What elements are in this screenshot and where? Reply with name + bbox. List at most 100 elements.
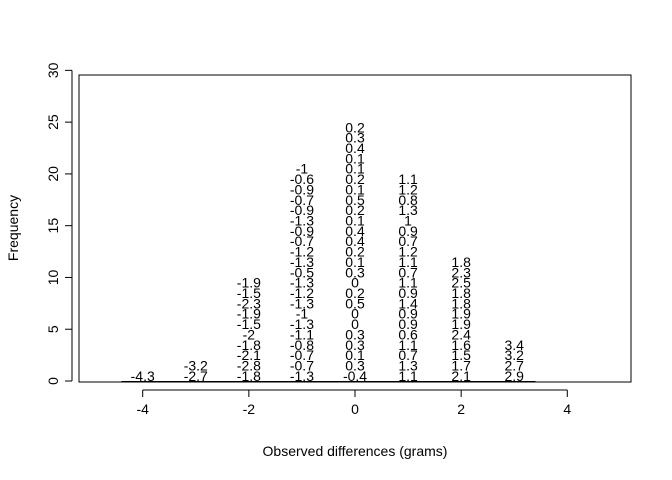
data-label: 0.7 (398, 264, 418, 280)
data-label: -1.3 (290, 295, 314, 311)
data-label: 0.9 (398, 285, 418, 301)
data-label: -1.3 (290, 275, 314, 291)
data-label: -1.8 (237, 368, 261, 384)
data-label: 0.1 (345, 254, 365, 270)
y-axis: 0 5 10 15 20 25 30 (45, 62, 73, 385)
data-label: 2.7 (504, 357, 524, 373)
data-label: 3.4 (504, 337, 524, 353)
data-label: 1.2 (398, 181, 418, 197)
data-label: 0.8 (398, 192, 418, 208)
x-tick-label: 0 (351, 401, 359, 417)
data-label: -1.9 (237, 275, 261, 291)
data-label: 0.2 (345, 244, 365, 260)
data-label: 2.4 (451, 326, 471, 342)
data-label: 0 (351, 275, 359, 291)
data-label: 2.3 (451, 264, 471, 280)
data-label: -0.7 (290, 233, 314, 249)
data-label: 0.1 (345, 213, 365, 229)
y-tick-label: 0 (45, 377, 61, 385)
y-tick-label: 25 (45, 114, 61, 130)
data-label: 1.7 (451, 357, 471, 373)
x-tick-label: -4 (136, 401, 149, 417)
data-label: 0.6 (398, 326, 418, 342)
data-label: 1.1 (398, 254, 418, 270)
data-label: -1 (296, 161, 309, 177)
data-label: 0.4 (345, 140, 365, 156)
data-label: -1.2 (290, 244, 314, 260)
data-label: 0.9 (398, 316, 418, 332)
data-label: -0.7 (290, 192, 314, 208)
data-label: -3.2 (184, 357, 208, 373)
data-label: 2.9 (504, 368, 524, 384)
data-label: 0.2 (345, 202, 365, 218)
data-label: -0.9 (290, 181, 314, 197)
data-label: 1.1 (398, 337, 418, 353)
x-tick-label: 4 (563, 401, 571, 417)
data-label: -0.5 (290, 264, 314, 280)
data-label: 0.2 (345, 171, 365, 187)
data-label: 1.8 (451, 285, 471, 301)
y-axis-label: Frequency (5, 195, 21, 261)
data-label: 1.5 (451, 347, 471, 363)
data-label: -2.7 (184, 368, 208, 384)
data-label: -4.3 (131, 368, 155, 384)
data-label: 1.1 (398, 275, 418, 291)
data-label: 0.7 (398, 233, 418, 249)
data-label: -0.6 (290, 171, 314, 187)
data-label: 0.9 (398, 306, 418, 322)
data-labels-layer: -4.3 -2.7-3.2-1.8-2.8-2.1-1.8-2-1.5-1.9-2… (121, 119, 536, 384)
data-label: 2.5 (451, 275, 471, 291)
data-label: -0.9 (290, 202, 314, 218)
data-label: 0.5 (345, 192, 365, 208)
data-label: -1.5 (237, 285, 261, 301)
data-label: 1.6 (451, 337, 471, 353)
data-label: -1.2 (290, 285, 314, 301)
data-label: -2 (243, 326, 256, 342)
y-tick-label: 10 (45, 269, 61, 285)
data-label: 1.3 (398, 202, 418, 218)
data-label: 0.7 (398, 347, 418, 363)
data-label: 1.9 (451, 306, 471, 322)
data-label: -1.3 (290, 368, 314, 384)
data-label: -1.5 (237, 316, 261, 332)
data-label: -1.3 (290, 213, 314, 229)
data-label: 1.1 (398, 171, 418, 187)
data-label: -2.1 (237, 347, 261, 363)
data-label: 0.2 (345, 285, 365, 301)
data-label: 0.2 (345, 119, 365, 135)
y-tick-label: 20 (45, 166, 61, 182)
y-tick-label: 30 (45, 62, 61, 78)
data-label: 1.4 (398, 295, 418, 311)
data-label: 0.1 (345, 161, 365, 177)
data-label: -1.3 (290, 316, 314, 332)
data-label: 0.1 (345, 347, 365, 363)
x-axis: -4 -2 0 2 4 (136, 389, 571, 417)
data-label: -1.9 (237, 306, 261, 322)
data-label: 0.4 (345, 223, 365, 239)
data-label: -1.3 (290, 254, 314, 270)
data-label: 1.9 (451, 316, 471, 332)
data-label: 0.9 (398, 223, 418, 239)
data-label: 1.8 (451, 254, 471, 270)
data-label: 0.5 (345, 295, 365, 311)
data-label: 1.1 (398, 368, 418, 384)
y-tick-label: 5 (45, 325, 61, 333)
data-label: -1.1 (290, 326, 314, 342)
data-label: 0 (351, 306, 359, 322)
data-label: -0.9 (290, 223, 314, 239)
data-label: 1.8 (451, 295, 471, 311)
data-label: 1.3 (398, 357, 418, 373)
data-label: 0.3 (345, 357, 365, 373)
data-label: 1 (404, 213, 412, 229)
data-label: -2.8 (237, 357, 261, 373)
x-tick-label: 2 (457, 401, 465, 417)
data-label: 1.2 (398, 244, 418, 260)
data-label: -1 (296, 306, 309, 322)
data-label: 2.1 (451, 368, 471, 384)
data-label: -1.8 (237, 337, 261, 353)
data-label: -0.7 (290, 357, 314, 373)
x-tick-label: -2 (243, 401, 256, 417)
data-label: 0.3 (345, 130, 365, 146)
data-label: -0.8 (290, 337, 314, 353)
